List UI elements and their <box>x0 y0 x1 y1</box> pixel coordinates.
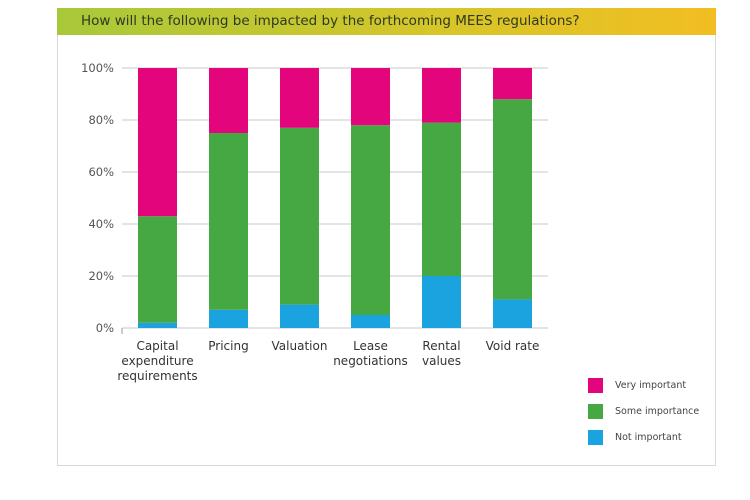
bar-segment-not-important <box>351 315 390 328</box>
bar-segment-some-importance <box>280 127 319 305</box>
legend-label: Some importance <box>615 405 700 417</box>
y-tick-label: 0% <box>96 321 114 335</box>
bar-segment-not-important <box>209 309 248 328</box>
bar-segment-very-important <box>280 68 319 128</box>
bar-segment-not-important <box>422 276 461 328</box>
bar-segment-very-important <box>351 68 390 126</box>
legend-item: Very important <box>588 372 699 398</box>
legend-swatch <box>588 429 603 445</box>
bar-segment-not-important <box>138 322 177 328</box>
bar-segment-some-importance <box>493 99 532 300</box>
chart-title: How will the following be impacted by th… <box>81 13 580 29</box>
legend-label: Very important <box>615 379 687 391</box>
bar-segment-some-importance <box>138 216 177 323</box>
x-tick-label: Valuation <box>272 339 328 353</box>
x-tick-label: expenditure <box>121 354 193 368</box>
bar-segment-some-importance <box>209 133 248 310</box>
bar-segment-not-important <box>493 299 532 328</box>
bar-segment-very-important <box>493 68 532 100</box>
bar-segment-some-importance <box>422 122 461 276</box>
chart-header: How will the following be impacted by th… <box>57 8 716 35</box>
y-tick-label: 60% <box>88 165 114 179</box>
x-tick-label: values <box>422 354 461 368</box>
bar-segment-very-important <box>422 68 461 123</box>
y-tick-label: 100% <box>81 61 114 75</box>
x-tick-label: Capital <box>136 339 178 353</box>
legend-swatch <box>588 377 603 393</box>
bar-segment-very-important <box>138 68 177 217</box>
legend-item: Some importance <box>588 398 699 424</box>
legend-swatch <box>588 403 603 419</box>
y-tick-label: 20% <box>88 269 114 283</box>
x-tick-label: Lease <box>353 339 388 353</box>
x-tick-label: negotiations <box>333 354 408 368</box>
x-tick-label: Pricing <box>208 339 248 353</box>
y-tick-label: 40% <box>88 217 114 231</box>
y-tick-label: 80% <box>88 113 114 127</box>
bar-segment-not-important <box>280 304 319 328</box>
bar-segment-some-importance <box>351 125 390 315</box>
legend: Very important Some importance Not importa… <box>588 372 699 450</box>
bar-segment-very-important <box>209 68 248 133</box>
x-tick-label: Rental <box>422 339 460 353</box>
legend-label: Not important <box>615 431 682 443</box>
x-tick-label: Void rate <box>486 339 540 353</box>
legend-item: Not important <box>588 424 699 450</box>
x-tick-label: requirements <box>117 369 197 383</box>
